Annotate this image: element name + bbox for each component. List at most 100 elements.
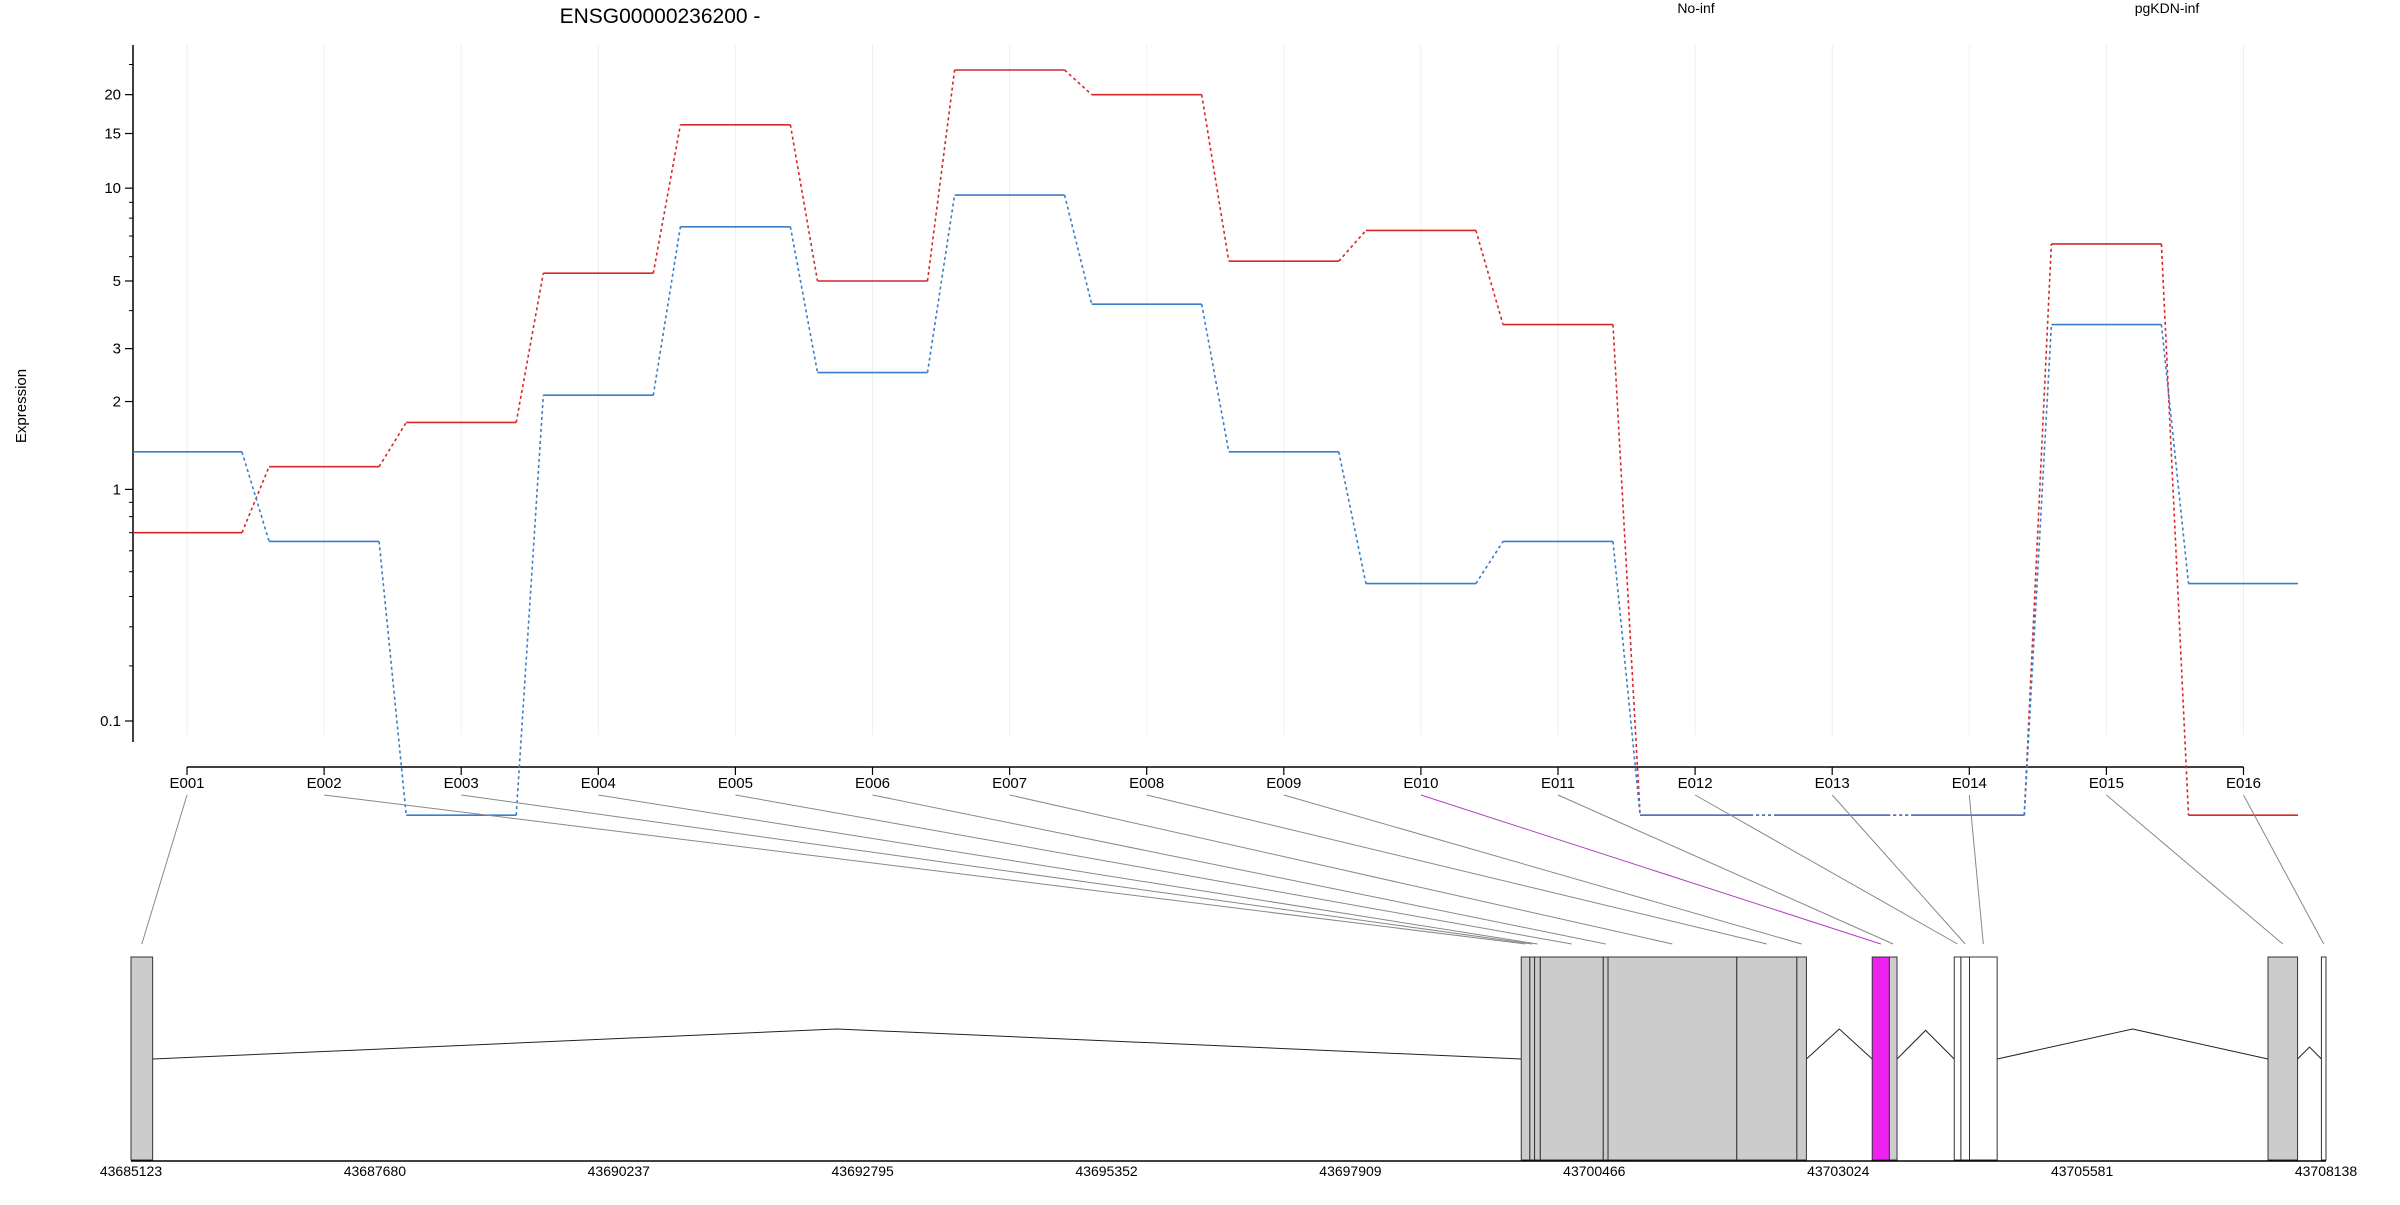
exon-box-e007 — [1607, 956, 1738, 1161]
series-transition — [1338, 229, 1367, 262]
connector-e008 — [1146, 794, 1767, 945]
series-transition — [1475, 230, 1504, 325]
series-transition — [378, 422, 407, 468]
coordinate-label: 43690237 — [588, 1163, 651, 1179]
series-transition — [926, 69, 956, 282]
connector-e010 — [1420, 794, 1881, 945]
series-transition — [241, 466, 270, 533]
x-tick-label-e006: E006 — [855, 775, 890, 792]
y-tick-label: 3 — [113, 341, 121, 358]
intron-line — [1896, 1029, 1955, 1060]
connector-e003 — [461, 794, 1533, 945]
y-tick-label: 0.1 — [100, 713, 121, 730]
x-tick-label-e007: E007 — [992, 775, 1027, 792]
connector-e011 — [1557, 794, 1894, 945]
y-tick-label: 20 — [104, 87, 121, 104]
exon-box-e005 — [1539, 956, 1604, 1161]
x-tick-label-e016: E016 — [2226, 775, 2261, 792]
exon-box-e009 — [1796, 956, 1807, 1161]
coordinate-label: 43705581 — [2051, 1163, 2114, 1179]
series-transition — [241, 451, 270, 542]
series-lines — [133, 69, 2298, 816]
coordinate-label: 43697909 — [1319, 1163, 1382, 1179]
intron-line — [2297, 1046, 2322, 1060]
coordinate-label: 43700466 — [1563, 1163, 1626, 1179]
series-transition — [1612, 324, 1641, 816]
x-tick-label-e001: E001 — [169, 775, 204, 792]
series-transition — [1064, 69, 1093, 96]
connector-e004 — [598, 794, 1538, 945]
series-transition — [1200, 304, 1230, 453]
y-tick-label: 5 — [113, 273, 121, 290]
exon-box-e013 — [1960, 956, 1970, 1161]
intron-line — [152, 1028, 1522, 1060]
series-transition — [2023, 324, 2053, 816]
connector-e005 — [735, 794, 1572, 945]
x-tick-label-e004: E004 — [581, 775, 616, 792]
coordinate-label: 43708138 — [2295, 1163, 2358, 1179]
exon-box-e012 — [1953, 956, 1962, 1161]
connector-e007 — [1009, 794, 1673, 945]
x-tick-label-e009: E009 — [1266, 775, 1301, 792]
exon-box-e008 — [1736, 956, 1798, 1161]
coordinate-label: 43703024 — [1807, 1163, 1870, 1179]
x-tick-label-e013: E013 — [1815, 775, 1850, 792]
x-tick-label-e008: E008 — [1129, 775, 1164, 792]
series-transition — [1200, 94, 1230, 262]
intron-line — [1806, 1028, 1873, 1060]
series-transition — [1063, 194, 1093, 305]
series-transition — [1475, 540, 1504, 584]
series-transition — [2160, 243, 2190, 816]
exon-box-e016 — [2320, 956, 2327, 1161]
connector-e016 — [2243, 794, 2325, 945]
exon-box-e014 — [1968, 956, 1998, 1161]
coordinate-label: 43687680 — [344, 1163, 407, 1179]
x-axis: E001 E002 E003 E004 E005 E006 E007 E008 E009 E010… — [169, 766, 2261, 792]
exon-box-e001 — [130, 956, 154, 1161]
connector-e012 — [1694, 794, 1958, 945]
x-tick-label-e003: E003 — [444, 775, 479, 792]
connector-e014 — [1968, 794, 1984, 945]
series-transition — [2160, 324, 2190, 584]
connector-e009 — [1283, 794, 1802, 945]
y-tick-label: 2 — [113, 394, 121, 411]
series-transition — [1612, 541, 1641, 816]
x-tick-label-e015: E015 — [2089, 775, 2124, 792]
exon-connectors — [141, 794, 2325, 945]
x-tick-label-e005: E005 — [718, 775, 753, 792]
gridlines — [186, 45, 2244, 735]
y-axis-label: Expression — [13, 369, 30, 443]
series-transition — [926, 194, 956, 373]
exon-box-e011 — [1888, 956, 1898, 1161]
y-tick-label: 1 — [113, 481, 121, 498]
series-pgkdn-inf — [133, 194, 2298, 816]
coordinate-label: 43695352 — [1075, 1163, 1138, 1179]
x-tick-label-e002: E002 — [307, 775, 342, 792]
series-transition — [378, 541, 407, 816]
connector-e001 — [141, 794, 188, 945]
chart-title: ENSG00000236200 - — [560, 5, 761, 28]
connector-e013 — [1831, 794, 1966, 945]
series-transition — [1338, 451, 1367, 584]
exon-box-e004 — [1534, 956, 1541, 1161]
series-no-inf — [133, 69, 2298, 816]
exon-box-e002 — [1520, 956, 1531, 1161]
series-transition — [515, 395, 545, 816]
series-transition — [789, 124, 819, 282]
exon-box-e010 — [1871, 956, 1890, 1161]
y-tick-label: 15 — [104, 126, 121, 143]
x-tick-label-e011: E011 — [1541, 775, 1575, 792]
genomic-coordinate-axis: 43685123 43687680 43690237 43692795 43695352… — [100, 1160, 2358, 1179]
x-tick-label-e010: E010 — [1403, 775, 1438, 792]
x-tick-label-e014: E014 — [1952, 775, 1987, 792]
connector-e015 — [2106, 794, 2284, 945]
series-transition — [652, 226, 682, 396]
x-tick-label-e012: E012 — [1678, 775, 1713, 792]
coordinate-label: 43692795 — [832, 1163, 895, 1179]
y-axis: 0.1 1 2 3 5 10 15 20 — [100, 45, 134, 742]
legend-entry-pgkdn-inf: pgKDN-inf — [2135, 0, 2200, 16]
series-transition — [515, 273, 545, 423]
exon-box-e006 — [1602, 956, 1609, 1161]
series-transition — [652, 124, 682, 274]
